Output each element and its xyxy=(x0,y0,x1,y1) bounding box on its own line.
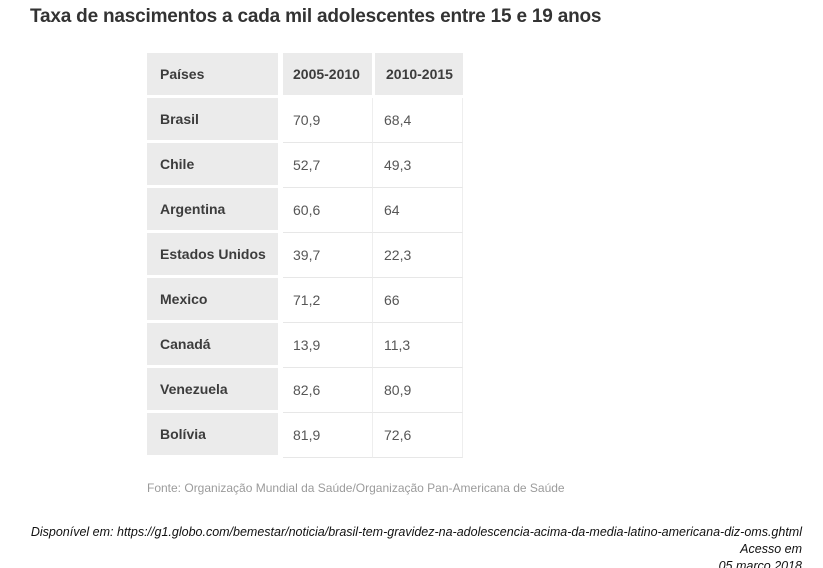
citation-line-2: 05 março 2018 xyxy=(718,559,802,568)
citation: Disponível em: https://g1.globo.com/beme… xyxy=(28,524,802,568)
value-cell: 66 xyxy=(372,278,463,323)
value-cell: 39,7 xyxy=(283,233,372,278)
value-cell: 82,6 xyxy=(283,368,372,413)
table-row-brasil: Brasil 70,9 68,4 xyxy=(147,98,463,143)
value-cell: 80,9 xyxy=(372,368,463,413)
value-cell: 68,4 xyxy=(372,98,463,143)
country-cell: Canadá xyxy=(147,323,278,368)
value-cell: 52,7 xyxy=(283,143,372,188)
value-cell: 11,3 xyxy=(372,323,463,368)
value-cell: 70,9 xyxy=(283,98,372,143)
table-row-bolivia: Bolívia 81,9 72,6 xyxy=(147,413,463,458)
country-cell: Chile xyxy=(147,143,278,188)
value-cell: 13,9 xyxy=(283,323,372,368)
country-cell: Bolívia xyxy=(147,413,278,458)
country-cell: Argentina xyxy=(147,188,278,233)
header-cell-period-2010-2015: 2010-2015 xyxy=(372,53,463,98)
value-cell: 22,3 xyxy=(372,233,463,278)
table-row-canada: Canadá 13,9 11,3 xyxy=(147,323,463,368)
country-cell: Estados Unidos xyxy=(147,233,278,278)
header-cell-period-2005-2010: 2005-2010 xyxy=(283,53,372,98)
country-cell: Mexico xyxy=(147,278,278,323)
table-row-venezuela: Venezuela 82,6 80,9 xyxy=(147,368,463,413)
page-title: Taxa de nascimentos a cada mil adolescen… xyxy=(30,6,602,27)
country-cell: Venezuela xyxy=(147,368,278,413)
value-cell: 81,9 xyxy=(283,413,372,458)
value-cell: 60,6 xyxy=(283,188,372,233)
birth-rate-table: Países 2005-2010 2010-2015 Brasil 70,9 6… xyxy=(147,53,463,458)
citation-line-1: Disponível em: https://g1.globo.com/beme… xyxy=(30,525,802,556)
table-row-argentina: Argentina 60,6 64 xyxy=(147,188,463,233)
value-cell: 64 xyxy=(372,188,463,233)
value-cell: 49,3 xyxy=(372,143,463,188)
table-row-estados-unidos: Estados Unidos 39,7 22,3 xyxy=(147,233,463,278)
table-header-row: Países 2005-2010 2010-2015 xyxy=(147,53,463,98)
table-row-chile: Chile 52,7 49,3 xyxy=(147,143,463,188)
country-cell: Brasil xyxy=(147,98,278,143)
value-cell: 72,6 xyxy=(372,413,463,458)
header-cell-countries: Países xyxy=(147,53,278,98)
value-cell: 71,2 xyxy=(283,278,372,323)
table-row-mexico: Mexico 71,2 66 xyxy=(147,278,463,323)
table-source: Fonte: Organização Mundial da Saúde/Orga… xyxy=(147,481,565,495)
